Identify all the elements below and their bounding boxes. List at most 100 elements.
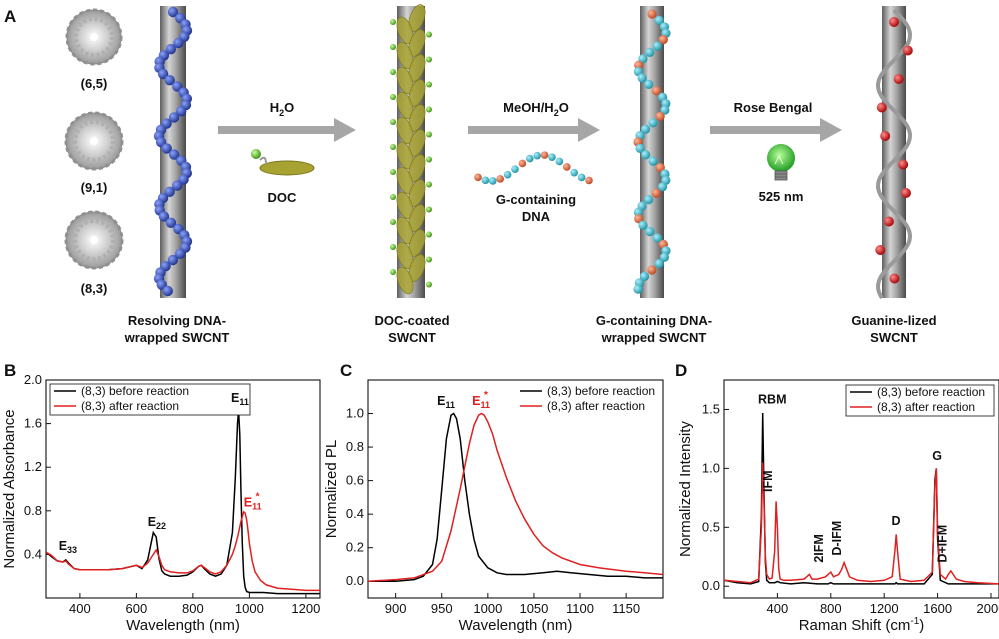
doc-head [426,31,432,38]
legend-entry: (8,3) after reaction [877,400,975,414]
annotation-e11-star: E11* [244,491,262,511]
doc-head [390,269,396,275]
reaction-arrow-1 [218,118,356,142]
dna-bead-cyan [654,15,664,25]
dna-bead-cyan [645,227,655,237]
dna-bead-blue [161,143,172,154]
caption-4-line-1: Guanine-lized [851,313,936,328]
legend-entry: (8,3) after reaction [547,399,645,413]
reagent-label-2: MeOH/H2O [503,100,569,118]
annotation-e11: E11 [437,394,455,410]
dna-bead-blue [162,285,173,297]
g-base-bead [647,9,657,19]
y-tick-label: 1.0 [346,406,364,421]
guanine-bead [898,159,909,170]
y-tick-label: 2.0 [24,372,42,387]
legend-box [49,383,251,416]
caption-2-line-1: DOC-coated [374,313,449,328]
dna-bead-cyan [654,259,664,269]
guanine-bead [900,188,911,198]
x-tick-label: 600 [126,601,148,616]
doc-head [426,256,432,263]
g-base-bead [655,111,665,121]
y-tick-label: 0.8 [346,439,364,454]
series-line-after [46,510,320,592]
x-tick-label: 1150 [612,601,640,616]
annotation-e22: E22 [148,515,166,531]
panel-letter-c: C [340,361,352,380]
doc-head [390,69,396,75]
x-axis-label: Wavelength (nm) [126,617,240,634]
annotation-dplusifm: D+IFM [935,525,949,563]
dna-bead-blue [165,44,176,55]
dna-strand-bead [474,173,482,182]
dna-bead-blue [168,149,180,160]
y-axis-label: Normalized PL [323,440,340,538]
g-dna-helix [633,9,671,294]
caption-1-line-2: wrapped SWCNT [124,330,230,345]
guanine-bead [883,216,894,227]
g-base-bead [647,265,657,275]
x-tick-label: 1000 [473,601,502,616]
legend-box [845,384,995,417]
x-axis-label: Raman Shift (cm-1) [799,616,925,634]
agent-label-g-dna-1: G-containing [496,192,576,207]
g-base-bead [651,188,661,198]
doc-head [390,194,396,200]
agent-label-g-dna-2: DNA [522,209,551,224]
dna-bead-blue [175,248,186,259]
dna-strand-bead [503,170,512,179]
plot-frame [45,379,321,599]
chirality-label-91: (9,1) [81,180,108,195]
dna-strand-bead [518,159,527,168]
x-tick-label: 950 [431,601,453,616]
dna-bead-blue [173,37,184,49]
annotation-e11-star: E11* [472,390,490,410]
x-axis-label: Wavelength (nm) [459,617,573,634]
doc-head [426,81,432,88]
y-tick-label: 0.2 [346,540,364,555]
doc-molecule [396,266,414,295]
dna-bead-blue [172,180,183,191]
guanine-bead [880,131,891,141]
dna-bead-cyan [652,41,662,51]
dna-bead-blue [164,186,175,197]
dna-bead-cyan [639,271,650,281]
series-line-after [368,412,663,582]
dna-bead-cyan [637,73,647,83]
legend-entry: (8,3) before reaction [81,384,189,398]
doc-head [390,44,396,50]
doc-coating [390,4,432,295]
y-tick-label: 0.0 [346,573,364,588]
y-tick-label: 1.0 [702,460,720,475]
dna-strand-bead [563,163,571,171]
dna-bead-blue [164,75,175,86]
annotation-ifm: IFM [761,470,775,492]
annotation-e33: E33 [59,539,77,555]
dna-bead-blue [158,211,170,222]
doc-head [426,106,432,113]
annotation-rbm: RBM [758,393,786,407]
caption-1-line-1: Resolving DNA- [128,313,226,328]
doc-head [426,206,432,213]
dna-bead-blue [168,112,180,123]
reaction-arrow-2 [468,118,600,142]
dna-strand-bead [511,165,519,173]
agent-label-doc: DOC [268,190,298,205]
y-tick-label: 1.2 [24,459,42,474]
doc-molecule-icon [251,149,315,176]
dna-bead-cyan [645,47,655,58]
doc-head [426,231,432,238]
dna-bead-cyan [644,79,654,89]
panel-letter-d: D [675,361,687,380]
y-tick-label: 0.0 [702,578,720,593]
g-base-bead [651,86,661,96]
annotation-e11: E11 [231,391,249,407]
dna-bead-cyan [659,252,670,262]
x-tick-label: 1200 [870,601,899,616]
x-tick-label: 1200 [291,601,320,616]
doc-head [426,281,432,288]
doc-head [390,169,396,175]
dna-strand-bead [481,176,490,185]
